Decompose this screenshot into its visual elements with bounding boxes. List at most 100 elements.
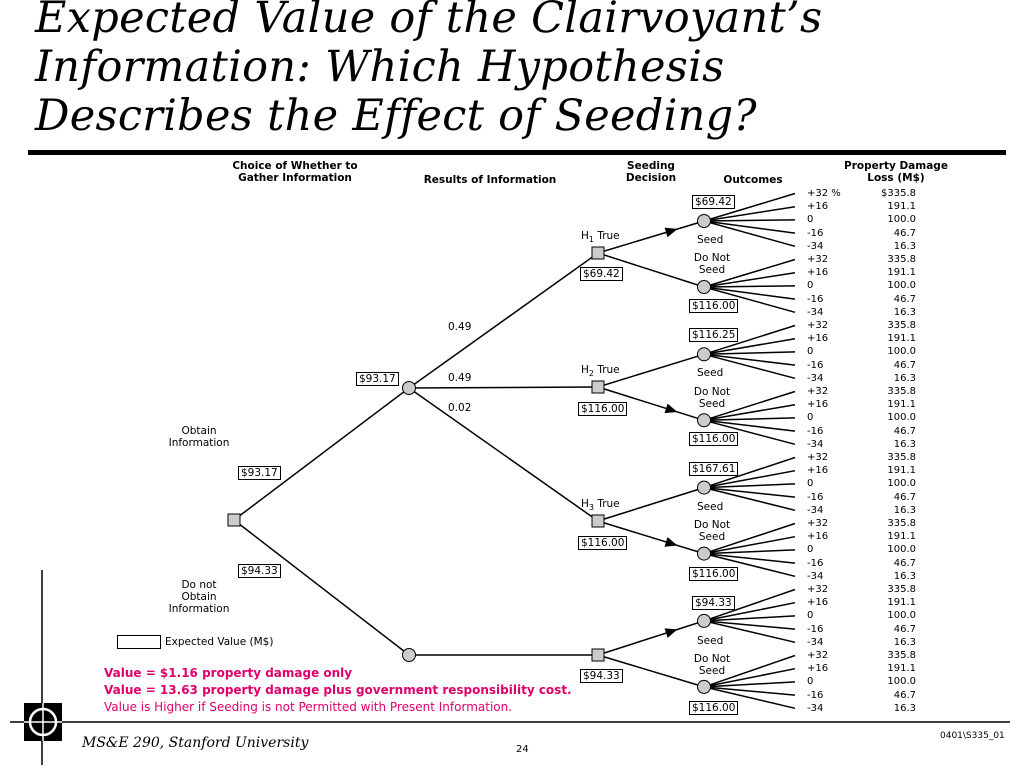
outcome-branch-1 [703,205,796,222]
loss-value: 335.8 [887,650,916,661]
loss-value: 191.1 [887,531,916,543]
outcome-value: -16 [807,689,824,701]
h2-noseed-value: $116.00 [689,432,739,446]
outcome-branch-19 [703,419,796,446]
h3-noseed-line-2: Seed [698,531,726,543]
loss-value: 16.3 [893,570,916,582]
loss-value: 46.7 [893,689,916,701]
outcome-branch-11 [703,337,796,356]
h3-subscript: 3 [588,503,594,513]
loss-value: 16.3 [893,702,916,714]
outcome-branch-2 [703,219,796,222]
note-1: Value = $1.16 property damage only [104,666,353,680]
outcome-value: -34 [807,504,824,516]
outcome-branch-12 [703,351,796,356]
noinfo-noseed-line-1: Do Not [693,653,731,665]
h3-noseed-line-1: Do Not [693,519,731,531]
legend-swatch [117,635,161,649]
loss-value: 46.7 [893,359,916,371]
outcome-branch-21 [703,469,796,489]
outcome-branch-25 [703,522,796,555]
hypothesis-h2-label: H2 True [581,364,620,380]
seed-chance-node-0 [697,214,711,228]
outcome-branch-8 [703,286,796,300]
header-choice-line-1: Choice of Whether to [232,160,358,172]
h3-noseed-label: Do Not Seed [686,519,738,543]
seed-chance-node-1 [697,347,711,362]
loss-value: 100.0 [887,280,916,292]
branch-h1 [408,252,599,389]
outcome-branch-5 [703,258,796,288]
best-arrow-0 [664,227,678,238]
slide-title: Expected Value of the Clairvoyant’s Info… [35,0,822,141]
h3-suffix: True [594,498,620,510]
outcome-branch-33 [703,620,796,630]
outcome-value: +32 [807,650,829,661]
outcome-value: -34 [807,702,824,714]
not-obtain-line-1: Do not [181,579,217,591]
outcome-branch-7 [703,285,796,288]
best-arrow-3 [664,628,678,638]
seeding-decision-node-0 [591,246,605,260]
outcome-value: -16 [807,359,824,371]
outcome-branch-15 [703,390,796,422]
outcome-branch-26 [703,535,796,555]
outcome-value: -16 [807,293,824,305]
branch-h3 [408,387,599,522]
outcome-branch-9 [703,286,796,314]
outcome-branch-36 [703,667,796,688]
loss-value: 100.0 [887,412,916,424]
outcome-branch-3 [703,220,796,234]
header-choice: Choice of Whether to Gather Information [225,160,365,184]
h2-suffix: True [594,364,620,376]
h2-noseed-line-2: Seed [698,398,726,410]
probability-h2: 0.49 [448,372,472,384]
outcome-branch-18 [703,419,796,432]
outcome-value: +16 [807,201,829,213]
outcome-value: -16 [807,557,824,569]
obtain-information-label: Obtain Information [150,425,248,449]
outcome-branch-20 [703,456,796,489]
header-damage-line-2: Loss (M$) [867,172,925,184]
outcome-value: -34 [807,570,824,582]
loss-value: 46.7 [893,227,916,239]
header-seeding: Seeding Decision [612,160,690,184]
outcome-branch-23 [703,486,796,498]
outcome-value: -16 [807,227,824,239]
seed-branch-0 [597,220,705,254]
noinfo-seed-value: $94.33 [692,596,735,610]
outcome-value: 0 [807,280,814,292]
outcome-value: +32 [807,584,829,595]
title-rule [28,150,1006,155]
h2-noseed-line-1: Do Not [693,386,731,398]
h2-noseed-label: Do Not Seed [686,386,738,410]
note-2: Value = 13.63 property damage plus gover… [104,683,572,697]
outcome-value: -16 [807,623,824,635]
loss-value: 191.1 [887,399,916,411]
root-decision-node [227,513,241,527]
hypothesis-h3-label: H3 True [581,498,620,514]
noinfo-decision-value: $94.33 [580,669,623,683]
outcome-value: +32 [807,254,829,265]
header-seeding-line-2: Decision [625,172,677,184]
outcome-branch-38 [703,686,796,696]
outcome-branch-30 [703,588,796,622]
outcome-value: 0 [807,676,814,688]
outcome-branch-39 [703,686,796,710]
loss-value: 46.7 [893,491,916,503]
note-3: Value is Higher if Seeding is not Permit… [104,700,513,714]
footer-course: MS&E 290, Stanford University [82,735,309,751]
seed-chance-node-3 [697,613,711,628]
outcome-value: +32 [807,320,829,331]
h3-seed-value: $167.61 [689,462,739,476]
noinfo-noseed-line-2: Seed [698,665,726,677]
branch-obtain [233,387,410,521]
outcome-branch-29 [703,552,796,578]
outcome-branch-16 [703,403,796,422]
h1-subscript: 1 [588,235,594,245]
loss-value: 100.0 [887,610,916,622]
noseed-chance-node-3 [697,679,711,694]
legend-label: Expected Value (M$) [165,636,274,648]
page-number: 24 [516,744,529,755]
